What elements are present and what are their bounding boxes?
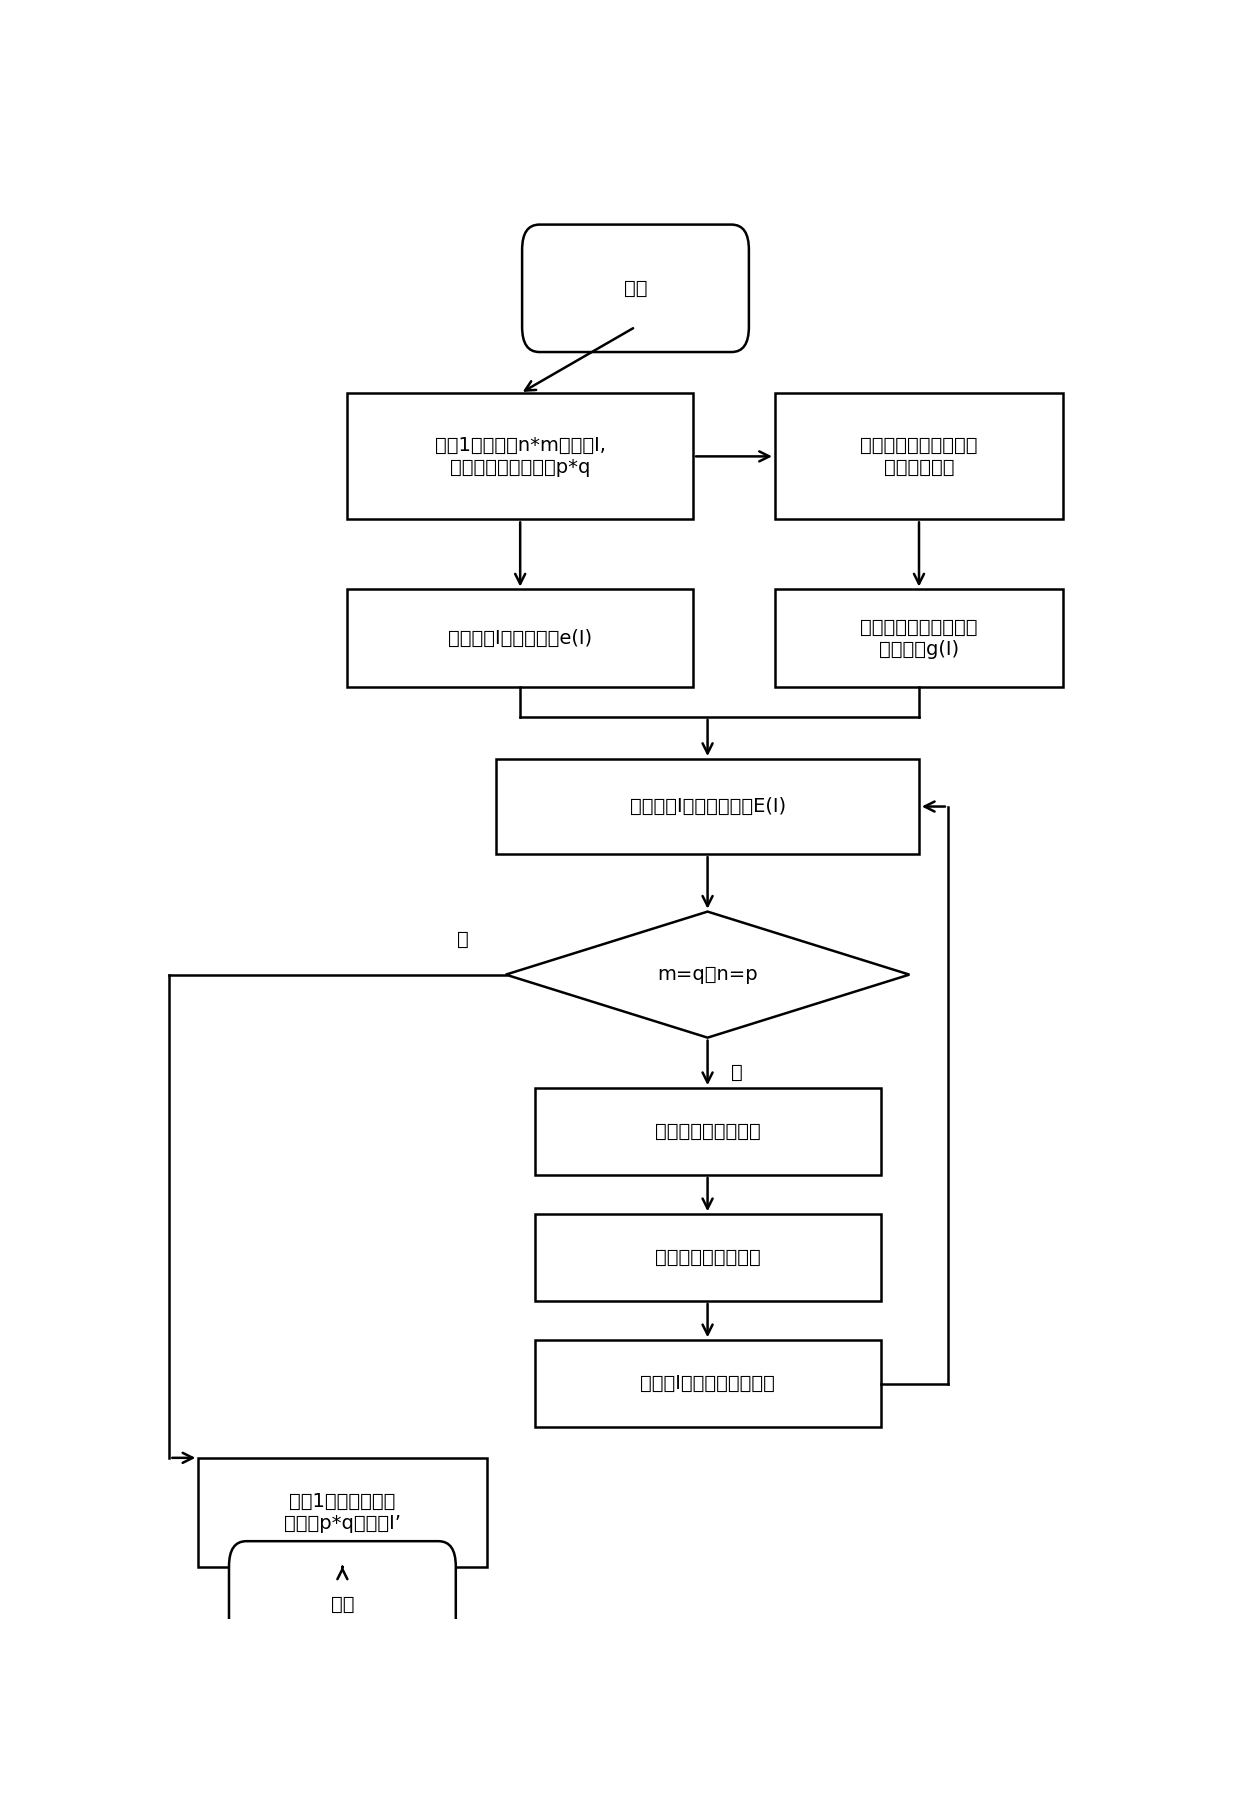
Text: 计算图像I的总能量函数E(I): 计算图像I的总能量函数E(I) (630, 797, 786, 817)
Text: 找出一条最佳裁剪线: 找出一条最佳裁剪线 (655, 1248, 760, 1268)
Bar (775, 589, 1063, 688)
Bar (775, 393, 1063, 520)
Text: 计算图像I的能量函数e(I): 计算图像I的能量函数e(I) (448, 629, 593, 648)
Text: 否: 否 (730, 1062, 743, 1082)
Text: 开始: 开始 (624, 278, 647, 298)
Bar (198, 1457, 486, 1568)
FancyBboxPatch shape (229, 1541, 456, 1668)
FancyBboxPatch shape (522, 224, 749, 353)
Bar (534, 1088, 880, 1175)
Bar (347, 589, 693, 688)
Bar (347, 393, 693, 520)
Text: 通过全卷积神经网络提
取显著性特征: 通过全卷积神经网络提 取显著性特征 (861, 437, 978, 477)
Text: 结束: 结束 (331, 1595, 355, 1615)
Text: 从图像I中删除此条裁剪线: 从图像I中删除此条裁剪线 (640, 1373, 775, 1393)
Text: 在全卷积神经网络中输
出显著图g(I): 在全卷积神经网络中输 出显著图g(I) (861, 618, 978, 658)
Text: 是: 是 (456, 930, 469, 950)
Text: 输入1张大小为n*m的图像I,
输入待缩放图像大小p*q: 输入1张大小为n*m的图像I, 输入待缩放图像大小p*q (435, 437, 605, 477)
Text: 输出1张缩放完成的
大小为p*q的图像I’: 输出1张缩放完成的 大小为p*q的图像I’ (284, 1492, 401, 1533)
Bar (534, 1341, 880, 1428)
Bar (534, 1213, 880, 1301)
Polygon shape (506, 911, 909, 1037)
Text: 计算累计最小能量图: 计算累计最小能量图 (655, 1122, 760, 1141)
Bar (496, 759, 919, 855)
Text: m=q，n=p: m=q，n=p (657, 966, 758, 984)
